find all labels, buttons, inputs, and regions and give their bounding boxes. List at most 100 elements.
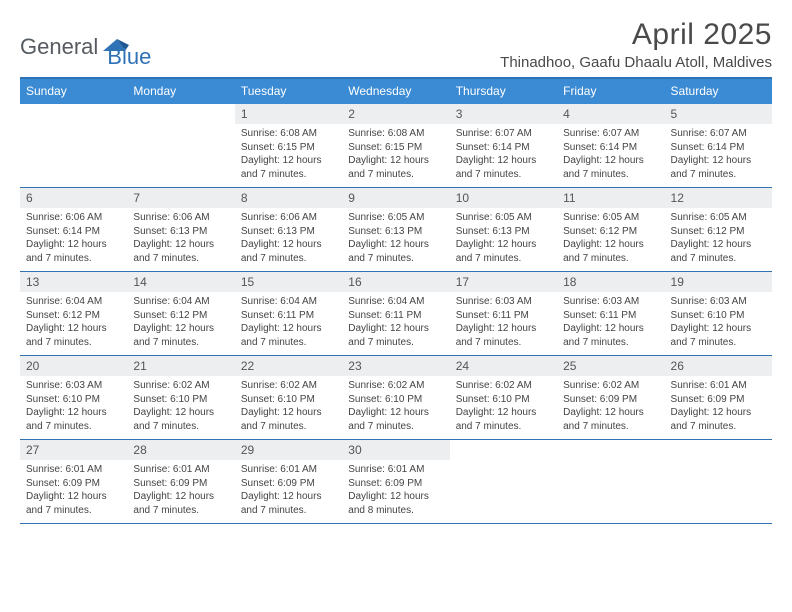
day-details: Sunrise: 6:04 AMSunset: 6:11 PMDaylight:… <box>235 292 342 355</box>
daylight-line: Daylight: 12 hours and 7 minutes. <box>133 322 228 349</box>
daylight-line: Daylight: 12 hours and 8 minutes. <box>348 490 443 517</box>
calendar-cell: 29Sunrise: 6:01 AMSunset: 6:09 PMDayligh… <box>235 440 342 523</box>
sunrise-line: Sunrise: 6:04 AM <box>241 295 336 309</box>
calendar-cell <box>450 440 557 523</box>
daylight-line: Daylight: 12 hours and 7 minutes. <box>241 490 336 517</box>
sunrise-line: Sunrise: 6:03 AM <box>671 295 766 309</box>
day-details: Sunrise: 6:02 AMSunset: 6:10 PMDaylight:… <box>450 376 557 439</box>
calendar-cell <box>557 440 664 523</box>
day-details: Sunrise: 6:03 AMSunset: 6:11 PMDaylight:… <box>557 292 664 355</box>
daylight-line: Daylight: 12 hours and 7 minutes. <box>241 322 336 349</box>
day-number: 28 <box>127 440 234 460</box>
day-number: 20 <box>20 356 127 376</box>
day-details: Sunrise: 6:02 AMSunset: 6:10 PMDaylight:… <box>342 376 449 439</box>
sunrise-line: Sunrise: 6:02 AM <box>456 379 551 393</box>
calendar-cell: 3Sunrise: 6:07 AMSunset: 6:14 PMDaylight… <box>450 104 557 187</box>
sunset-line: Sunset: 6:10 PM <box>133 393 228 407</box>
weekday-header: Friday <box>557 79 664 104</box>
sunset-line: Sunset: 6:10 PM <box>241 393 336 407</box>
day-details: Sunrise: 6:01 AMSunset: 6:09 PMDaylight:… <box>342 460 449 523</box>
day-details: Sunrise: 6:02 AMSunset: 6:09 PMDaylight:… <box>557 376 664 439</box>
sunrise-line: Sunrise: 6:06 AM <box>26 211 121 225</box>
daylight-line: Daylight: 12 hours and 7 minutes. <box>241 154 336 181</box>
daylight-line: Daylight: 12 hours and 7 minutes. <box>563 154 658 181</box>
weekday-header: Tuesday <box>235 79 342 104</box>
sunset-line: Sunset: 6:11 PM <box>456 309 551 323</box>
sunset-line: Sunset: 6:11 PM <box>563 309 658 323</box>
calendar-cell: 18Sunrise: 6:03 AMSunset: 6:11 PMDayligh… <box>557 272 664 355</box>
sunrise-line: Sunrise: 6:05 AM <box>456 211 551 225</box>
day-number: 22 <box>235 356 342 376</box>
calendar-cell: 30Sunrise: 6:01 AMSunset: 6:09 PMDayligh… <box>342 440 449 523</box>
sunrise-line: Sunrise: 6:05 AM <box>563 211 658 225</box>
day-details: Sunrise: 6:01 AMSunset: 6:09 PMDaylight:… <box>235 460 342 523</box>
title-block: April 2025 Thinadhoo, Gaafu Dhaalu Atoll… <box>500 18 772 71</box>
calendar-week: 20Sunrise: 6:03 AMSunset: 6:10 PMDayligh… <box>20 356 772 440</box>
day-number: 17 <box>450 272 557 292</box>
day-details: Sunrise: 6:06 AMSunset: 6:14 PMDaylight:… <box>20 208 127 271</box>
calendar-cell <box>665 440 772 523</box>
daylight-line: Daylight: 12 hours and 7 minutes. <box>26 406 121 433</box>
calendar-cell: 25Sunrise: 6:02 AMSunset: 6:09 PMDayligh… <box>557 356 664 439</box>
day-number <box>665 440 772 460</box>
sunset-line: Sunset: 6:15 PM <box>241 141 336 155</box>
sunrise-line: Sunrise: 6:05 AM <box>671 211 766 225</box>
calendar-week: 1Sunrise: 6:08 AMSunset: 6:15 PMDaylight… <box>20 104 772 188</box>
sunrise-line: Sunrise: 6:03 AM <box>456 295 551 309</box>
calendar-cell <box>127 104 234 187</box>
calendar-cell: 26Sunrise: 6:01 AMSunset: 6:09 PMDayligh… <box>665 356 772 439</box>
sunset-line: Sunset: 6:10 PM <box>671 309 766 323</box>
day-details: Sunrise: 6:03 AMSunset: 6:10 PMDaylight:… <box>665 292 772 355</box>
day-number: 5 <box>665 104 772 124</box>
month-title: April 2025 <box>500 18 772 52</box>
sunrise-line: Sunrise: 6:01 AM <box>133 463 228 477</box>
calendar-cell <box>20 104 127 187</box>
day-details: Sunrise: 6:07 AMSunset: 6:14 PMDaylight:… <box>557 124 664 187</box>
sunset-line: Sunset: 6:12 PM <box>26 309 121 323</box>
day-details: Sunrise: 6:03 AMSunset: 6:10 PMDaylight:… <box>20 376 127 439</box>
sunset-line: Sunset: 6:10 PM <box>348 393 443 407</box>
day-details: Sunrise: 6:01 AMSunset: 6:09 PMDaylight:… <box>127 460 234 523</box>
daylight-line: Daylight: 12 hours and 7 minutes. <box>456 322 551 349</box>
calendar-cell: 21Sunrise: 6:02 AMSunset: 6:10 PMDayligh… <box>127 356 234 439</box>
day-details: Sunrise: 6:08 AMSunset: 6:15 PMDaylight:… <box>342 124 449 187</box>
day-number: 4 <box>557 104 664 124</box>
daylight-line: Daylight: 12 hours and 7 minutes. <box>241 238 336 265</box>
weekday-header-row: SundayMondayTuesdayWednesdayThursdayFrid… <box>20 79 772 104</box>
sunrise-line: Sunrise: 6:01 AM <box>26 463 121 477</box>
sunset-line: Sunset: 6:09 PM <box>241 477 336 491</box>
page-header: General Blue April 2025 Thinadhoo, Gaafu… <box>20 18 772 71</box>
sunset-line: Sunset: 6:09 PM <box>26 477 121 491</box>
daylight-line: Daylight: 12 hours and 7 minutes. <box>456 406 551 433</box>
sunrise-line: Sunrise: 6:06 AM <box>241 211 336 225</box>
calendar-cell: 23Sunrise: 6:02 AMSunset: 6:10 PMDayligh… <box>342 356 449 439</box>
day-details: Sunrise: 6:06 AMSunset: 6:13 PMDaylight:… <box>127 208 234 271</box>
sunrise-line: Sunrise: 6:08 AM <box>241 127 336 141</box>
daylight-line: Daylight: 12 hours and 7 minutes. <box>563 322 658 349</box>
calendar-cell: 4Sunrise: 6:07 AMSunset: 6:14 PMDaylight… <box>557 104 664 187</box>
sunrise-line: Sunrise: 6:02 AM <box>563 379 658 393</box>
day-number: 11 <box>557 188 664 208</box>
sunset-line: Sunset: 6:13 PM <box>456 225 551 239</box>
daylight-line: Daylight: 12 hours and 7 minutes. <box>456 238 551 265</box>
sunset-line: Sunset: 6:12 PM <box>133 309 228 323</box>
calendar-cell: 6Sunrise: 6:06 AMSunset: 6:14 PMDaylight… <box>20 188 127 271</box>
sunrise-line: Sunrise: 6:08 AM <box>348 127 443 141</box>
day-number <box>450 440 557 460</box>
calendar-cell: 20Sunrise: 6:03 AMSunset: 6:10 PMDayligh… <box>20 356 127 439</box>
calendar-cell: 14Sunrise: 6:04 AMSunset: 6:12 PMDayligh… <box>127 272 234 355</box>
brand-word1: General <box>20 34 98 60</box>
calendar: SundayMondayTuesdayWednesdayThursdayFrid… <box>20 77 772 524</box>
day-number: 9 <box>342 188 449 208</box>
sunset-line: Sunset: 6:09 PM <box>671 393 766 407</box>
day-details: Sunrise: 6:01 AMSunset: 6:09 PMDaylight:… <box>20 460 127 523</box>
day-details: Sunrise: 6:05 AMSunset: 6:13 PMDaylight:… <box>342 208 449 271</box>
sunrise-line: Sunrise: 6:07 AM <box>563 127 658 141</box>
calendar-cell: 11Sunrise: 6:05 AMSunset: 6:12 PMDayligh… <box>557 188 664 271</box>
day-number: 30 <box>342 440 449 460</box>
sunset-line: Sunset: 6:13 PM <box>241 225 336 239</box>
sunset-line: Sunset: 6:14 PM <box>26 225 121 239</box>
sunrise-line: Sunrise: 6:02 AM <box>241 379 336 393</box>
sunset-line: Sunset: 6:13 PM <box>348 225 443 239</box>
calendar-cell: 15Sunrise: 6:04 AMSunset: 6:11 PMDayligh… <box>235 272 342 355</box>
